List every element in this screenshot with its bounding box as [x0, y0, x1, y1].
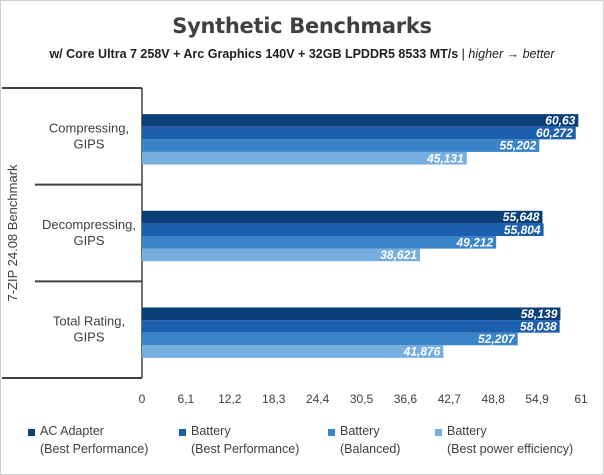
- x-tick-label: 61: [574, 392, 588, 406]
- x-tick-label: 30,5: [350, 392, 374, 406]
- legend-label: Battery (Best power efficiency): [447, 422, 573, 458]
- legend-label: Battery (Best Performance): [191, 422, 299, 458]
- category-label: Decompressing, GIPS: [42, 217, 136, 248]
- legend-label-line: Battery: [191, 424, 231, 438]
- chart-title: Synthetic Benchmarks: [172, 14, 432, 38]
- legend-swatch: [435, 429, 442, 436]
- legend-swatch: [328, 429, 335, 436]
- subtitle-separator: |: [458, 47, 469, 61]
- subtitle-spec: w/ Core Ultra 7 258V + Arc Graphics 140V…: [49, 47, 459, 61]
- legend-swatch: [28, 429, 35, 436]
- x-tick-label: 42,7: [438, 392, 462, 406]
- data-bar: [142, 151, 467, 165]
- data-bar: [142, 223, 544, 236]
- legend-label-line: Battery: [447, 424, 487, 438]
- chart-subtitle: w/ Core Ultra 7 258V + Arc Graphics 140V…: [40, 46, 564, 63]
- x-tick-label: 18,3: [262, 392, 286, 406]
- category-label-line: Decompressing,: [42, 217, 136, 232]
- legend-label: AC Adapter (Best Performance): [40, 422, 148, 458]
- legend-label-line: (Balanced): [340, 442, 401, 456]
- data-label: 58,038: [520, 319, 557, 333]
- category-label-line: GIPS: [73, 233, 104, 248]
- category-label-line: GIPS: [73, 136, 104, 151]
- x-tick-label: 36,6: [394, 392, 418, 406]
- data-label: 38,621: [380, 248, 417, 262]
- group-axis-label: 7-ZIP 24.08 Benchmark: [5, 164, 20, 302]
- data-bar: [142, 139, 540, 152]
- x-tick-label: 24,4: [306, 392, 330, 406]
- x-tick-label: 6,1: [178, 392, 195, 406]
- chart-legend: AC Adapter (Best Performance) Battery (Best…: [28, 422, 604, 462]
- x-tick-label: 54,9: [525, 392, 549, 406]
- category-label-line: GIPS: [73, 330, 104, 345]
- legend-label-line: (Best Performance): [40, 442, 149, 456]
- data-bar: [142, 248, 420, 262]
- data-bar: [142, 114, 579, 127]
- data-label: 58,139: [521, 307, 558, 321]
- data-bar: [142, 320, 560, 333]
- x-tick-label: 12,2: [218, 392, 242, 406]
- x-tick-label: 48,8: [482, 392, 506, 406]
- data-bar: [142, 345, 444, 358]
- data-label: 55,804: [504, 223, 541, 237]
- data-label: 60,63: [545, 114, 575, 128]
- legend-swatch: [179, 429, 186, 436]
- category-label: Compressing, GIPS: [49, 120, 129, 151]
- data-label: 55,202: [500, 139, 537, 153]
- data-bar: [142, 332, 518, 346]
- data-bar: [142, 236, 497, 249]
- data-bar: [142, 307, 561, 321]
- category-label-line: Compressing,: [49, 120, 129, 135]
- data-label: 41,876: [403, 345, 441, 359]
- data-bar: [142, 210, 543, 224]
- category-label-line: Total Rating,: [53, 314, 125, 329]
- legend-label: Battery (Balanced): [340, 422, 400, 458]
- data-label: 49,212: [455, 235, 493, 249]
- x-tick-label: 0: [139, 392, 146, 406]
- subtitle-direction: higher → better: [468, 47, 555, 61]
- legend-label-line: AC Adapter: [40, 424, 104, 438]
- legend-label-line: Battery: [340, 424, 380, 438]
- data-label: 60,272: [536, 126, 573, 140]
- data-label: 55,648: [503, 210, 540, 224]
- legend-label-line: (Best power efficiency): [447, 442, 574, 456]
- data-bar: [142, 126, 576, 140]
- data-label: 52,207: [478, 332, 516, 346]
- data-label: 45,131: [426, 151, 464, 165]
- legend-label-line: (Best Performance): [191, 442, 300, 456]
- category-label: Total Rating, GIPS: [53, 314, 125, 345]
